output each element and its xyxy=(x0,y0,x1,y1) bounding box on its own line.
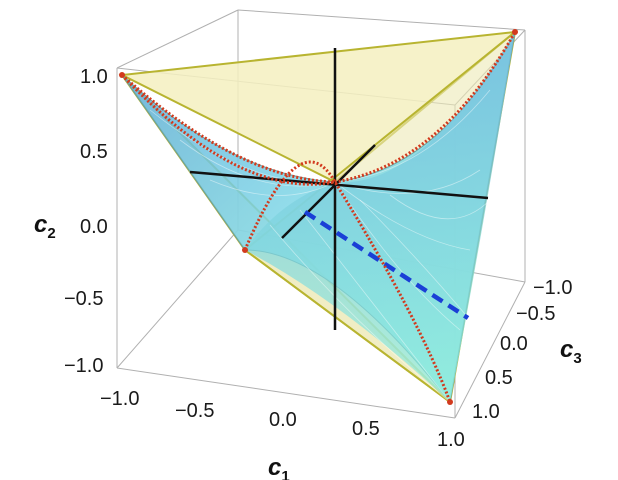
c2-tick-5: −1.0 xyxy=(64,355,103,377)
vertex-markers xyxy=(119,29,518,405)
c3-axis-label: c3 xyxy=(560,336,582,367)
c3-tick-3: 0.0 xyxy=(500,333,528,355)
c2-tick-3: 0.0 xyxy=(80,216,108,238)
c1-axis-label: c1 xyxy=(268,454,290,480)
c1-tick-2: −0.5 xyxy=(175,400,214,422)
c1-tick-4: 0.5 xyxy=(352,418,380,440)
c3-tick-5: 1.0 xyxy=(472,401,500,423)
c2-tick-4: −0.5 xyxy=(64,288,103,310)
c3-tick-1: −1.0 xyxy=(533,277,572,299)
black-curves xyxy=(189,48,489,330)
c3-tick-2: −0.5 xyxy=(516,303,555,325)
c1-tick-3: 0.0 xyxy=(269,409,297,431)
c1-tick-labels: −1.0 −0.5 0.0 0.5 1.0 xyxy=(100,388,465,451)
c2-tick-labels: 1.0 0.5 0.0 −0.5 −1.0 xyxy=(64,66,108,377)
c2-axis-label: c2 xyxy=(34,211,56,242)
red-dotted-curves xyxy=(120,31,517,403)
surface-lower-sheet xyxy=(245,32,515,402)
c3-tick-4: 0.5 xyxy=(485,367,513,389)
blue-dashed-curve xyxy=(303,210,470,320)
c2-tick-2: 0.5 xyxy=(80,141,108,163)
c1-tick-1: −1.0 xyxy=(100,388,139,410)
c3-tick-labels: −1.0 −0.5 0.0 0.5 1.0 xyxy=(472,277,572,423)
c1-tick-5: 1.0 xyxy=(437,429,465,451)
c2-tick-1: 1.0 xyxy=(80,66,108,88)
